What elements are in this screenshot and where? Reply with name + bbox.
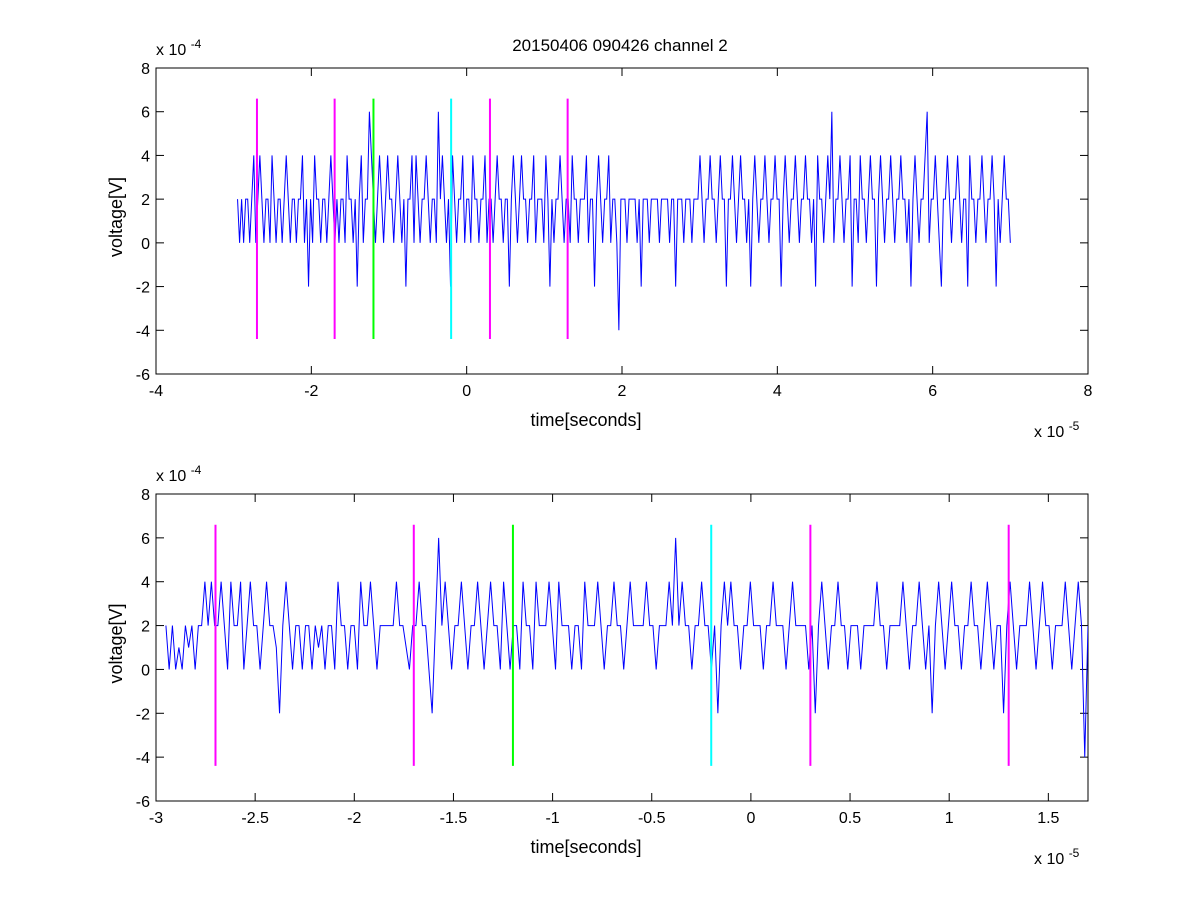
y-tick-label: 0 <box>141 236 150 253</box>
y-tick-label: -4 <box>136 750 150 767</box>
plot-area <box>165 524 1088 766</box>
x-tick-label: 0.5 <box>839 810 861 827</box>
y-tick-label: 0 <box>141 662 150 679</box>
y-tick-label: 4 <box>141 575 150 592</box>
x-tick-label: -0.5 <box>638 810 666 827</box>
x-exponent-label: x 10 -5 <box>1034 846 1080 868</box>
x-tick-label: -1 <box>545 810 559 827</box>
x-exponent-label: x 10 -5 <box>1034 419 1080 441</box>
subplot-1: -4 -2 0 2 4 6 8-6-4-202468time[seconds]voltage… <box>106 37 1093 441</box>
x-tick-label: 2 <box>618 383 627 400</box>
y-tick-label: 6 <box>141 105 150 122</box>
y-exponent-label: x 10 -4 <box>156 37 202 59</box>
x-tick-label: -2.5 <box>241 810 269 827</box>
x-tick-label: 1.5 <box>1037 810 1059 827</box>
x-tick-label: 6 <box>928 383 937 400</box>
y-tick-label: -4 <box>136 323 150 340</box>
x-tick-label: -1.5 <box>440 810 468 827</box>
y-tick-label: -2 <box>136 706 150 723</box>
figure-title: 20150406 090426 channel 2 <box>512 36 728 55</box>
y-tick-label: 2 <box>141 619 150 636</box>
axes-box <box>155 493 1089 802</box>
x-tick-label: 0 <box>746 810 755 827</box>
x-tick-label: -3 <box>149 810 163 827</box>
y-tick-label: -6 <box>136 794 150 811</box>
y-axis-label: voltage[V] <box>106 603 126 683</box>
x-tick-label: 8 <box>1084 383 1093 400</box>
series-line-1 <box>237 111 1011 331</box>
x-exponent-superscript: -5 <box>1069 419 1080 433</box>
x-tick-label: 0 <box>462 383 471 400</box>
x-tick-label: -2 <box>304 383 318 400</box>
plot-area <box>237 98 1011 340</box>
y-tick-label: 6 <box>141 531 150 548</box>
x-tick-label: -4 <box>149 383 163 400</box>
x-tick-label: -2 <box>347 810 361 827</box>
y-exponent-superscript: -4 <box>191 463 202 477</box>
series-line-1 <box>165 537 1088 758</box>
x-axis-label: time[seconds] <box>530 410 641 430</box>
y-tick-label: 2 <box>141 192 150 209</box>
y-exponent-superscript: -4 <box>191 37 202 51</box>
x-exponent-superscript: -5 <box>1069 846 1080 860</box>
subplot-2: -3 -2.5 -2 -1.5 -1 -0.5 0 0.5 1 1.5 -6 -4 -2 0 2 4 6 8 tim… <box>106 463 1089 868</box>
y-tick-label: 4 <box>141 148 150 165</box>
y-tick-label: 8 <box>141 61 150 78</box>
x-tick-label: 1 <box>945 810 954 827</box>
x-tick-label: 4 <box>773 383 782 400</box>
y-tick-label: -6 <box>136 367 150 384</box>
y-axis-label: voltage[V] <box>106 177 126 257</box>
y-exponent-label: x 10 -4 <box>156 463 202 485</box>
y-tick-label: 8 <box>141 487 150 504</box>
y-tick-label: -2 <box>136 280 150 297</box>
x-axis-label: time[seconds] <box>530 837 641 857</box>
